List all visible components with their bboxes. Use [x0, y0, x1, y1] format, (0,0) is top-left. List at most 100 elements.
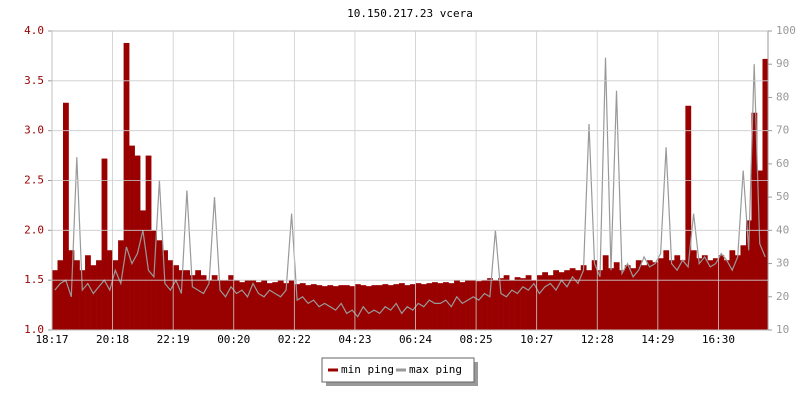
- y2-tick-label: 70: [776, 124, 789, 137]
- bar: [602, 255, 609, 330]
- bar: [85, 255, 91, 330]
- x-tick-label: 06:24: [399, 333, 432, 346]
- bar: [751, 112, 758, 330]
- y-tick-label: 2.0: [24, 223, 44, 236]
- bar: [140, 210, 146, 330]
- y-tick-label: 1.5: [24, 273, 44, 286]
- bar: [432, 282, 438, 330]
- bar: [52, 270, 58, 330]
- bar: [332, 286, 339, 330]
- bar: [415, 283, 422, 330]
- y2-tick-label: 30: [776, 257, 789, 270]
- y2-tick-label: 100: [776, 24, 796, 37]
- bar: [668, 260, 675, 330]
- bar: [250, 280, 257, 330]
- bar: [354, 284, 361, 330]
- bar: [657, 258, 664, 330]
- bar: [343, 285, 350, 330]
- bar: [327, 285, 334, 330]
- bar: [195, 270, 202, 330]
- bar: [542, 272, 548, 330]
- bar: [393, 284, 400, 330]
- bar: [553, 270, 560, 330]
- bar: [222, 280, 229, 330]
- x-tick-label: 14:29: [641, 333, 674, 346]
- bar: [266, 283, 273, 330]
- bar: [509, 280, 515, 330]
- bar: [173, 265, 179, 330]
- y2-tick-label: 20: [776, 290, 789, 303]
- bar: [707, 260, 714, 330]
- bar: [129, 145, 135, 330]
- bar: [459, 282, 466, 330]
- bar: [145, 155, 152, 330]
- bar: [679, 260, 686, 330]
- bar: [321, 286, 328, 330]
- bar: [371, 285, 378, 330]
- y2-tick-label: 40: [776, 223, 789, 236]
- x-tick-label: 12:28: [581, 333, 614, 346]
- bar: [564, 270, 571, 330]
- bar: [63, 102, 69, 330]
- bar: [349, 286, 356, 330]
- bar: [74, 260, 80, 330]
- y-tick-label: 4.0: [24, 24, 44, 37]
- bar: [586, 270, 593, 330]
- bar: [558, 272, 565, 330]
- y2-tick-label: 90: [776, 57, 789, 70]
- bar: [233, 280, 240, 330]
- bar: [723, 260, 730, 330]
- bar: [310, 284, 317, 330]
- y-tick-label: 3.5: [24, 74, 44, 87]
- bar: [597, 270, 604, 330]
- bar: [239, 282, 246, 330]
- bar: [255, 282, 262, 330]
- bar: [288, 280, 295, 330]
- bar: [79, 270, 86, 330]
- bar: [277, 280, 284, 330]
- bar: [663, 250, 670, 330]
- bar: [272, 282, 279, 330]
- bar: [305, 285, 312, 330]
- bar: [283, 283, 290, 330]
- bar: [184, 270, 190, 330]
- x-tick-label: 22:19: [157, 333, 190, 346]
- bar: [701, 255, 708, 330]
- bar: [90, 265, 97, 330]
- bar: [244, 280, 251, 330]
- bar: [492, 280, 499, 330]
- bar: [547, 275, 554, 330]
- bar: [481, 280, 488, 330]
- bar: [465, 280, 471, 330]
- bar: [652, 262, 659, 330]
- x-tick-label: 08:25: [460, 333, 493, 346]
- y-tick-label: 3.0: [24, 124, 44, 137]
- bar: [646, 260, 653, 330]
- x-tick-label: 18:17: [35, 333, 68, 346]
- bar: [134, 155, 141, 330]
- bar: [217, 280, 224, 330]
- bar: [206, 280, 213, 330]
- bar: [365, 286, 372, 330]
- plot-area: [52, 42, 769, 331]
- y2-tick-label: 10: [776, 323, 789, 336]
- bar: [608, 268, 615, 330]
- bar: [624, 265, 631, 330]
- bar: [756, 170, 763, 330]
- x-tick-label: 00:20: [217, 333, 250, 346]
- bar: [261, 280, 268, 330]
- bar: [228, 275, 235, 330]
- bar: [498, 278, 504, 330]
- bar: [410, 284, 416, 330]
- bar: [299, 283, 306, 330]
- y-tick-label: 1.0: [24, 323, 44, 336]
- bar: [745, 220, 752, 330]
- bar: [630, 268, 637, 330]
- bar: [729, 250, 736, 330]
- bar: [398, 283, 405, 330]
- bar: [316, 285, 323, 330]
- bar: [96, 260, 102, 330]
- y2-tick-label: 50: [776, 190, 789, 203]
- legend-label: min ping: [341, 363, 394, 376]
